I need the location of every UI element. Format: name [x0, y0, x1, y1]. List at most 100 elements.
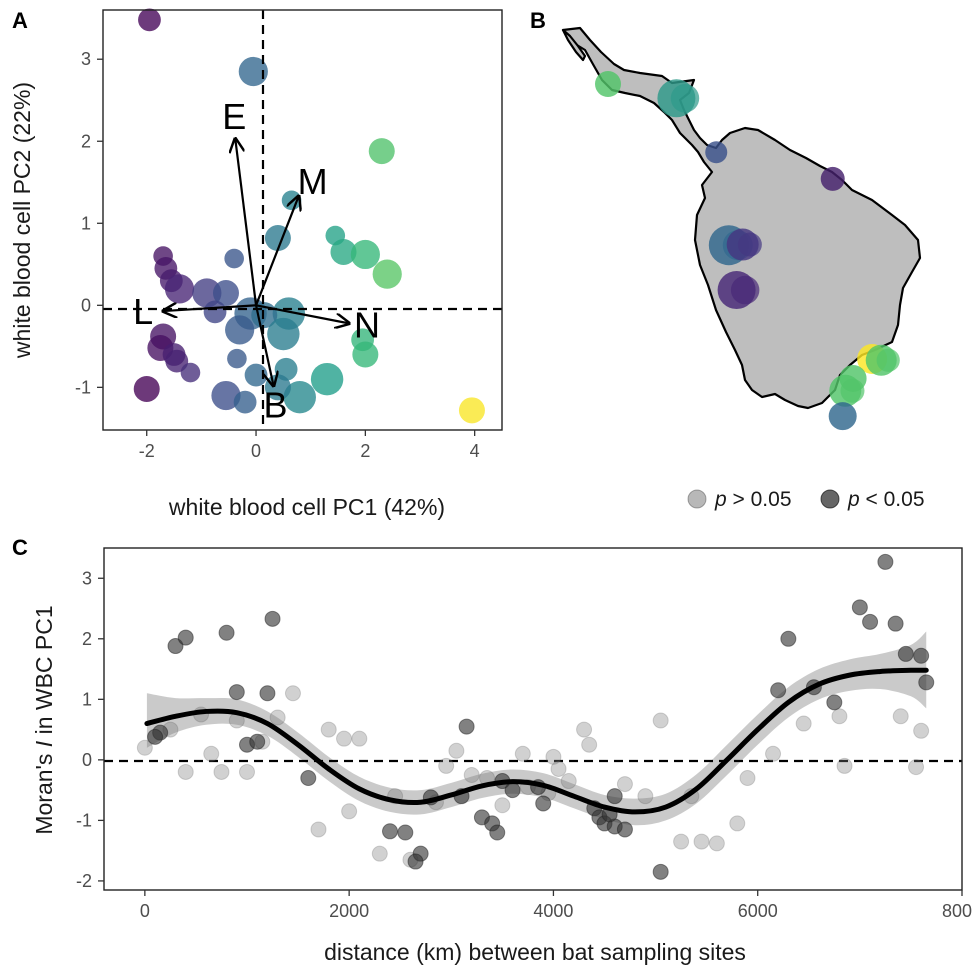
moran-point-sig — [826, 694, 843, 711]
moran-point-sig — [913, 647, 930, 664]
moran-point-ns — [652, 712, 669, 729]
panel-a-y-ticks: -1 0 1 2 3 — [75, 49, 103, 397]
loading-label: L — [133, 291, 153, 332]
pca-point — [164, 274, 195, 304]
legend-ns-label: p > 0.05 — [714, 488, 792, 511]
moran-point-ns — [795, 715, 812, 732]
moran-point-sig — [397, 824, 414, 841]
moran-point-ns — [310, 821, 327, 838]
panel-c-smooth-line — [144, 667, 929, 815]
sampling-site-overlap — [876, 348, 900, 372]
tick-label: 0 — [81, 295, 91, 315]
moran-point-ns — [320, 721, 337, 738]
moran-point-ns — [494, 797, 511, 814]
moran-point-sig — [887, 615, 904, 632]
moran-point-sig — [877, 553, 894, 570]
legend-sig-swatch — [820, 489, 840, 509]
moran-point-ns — [177, 763, 194, 780]
moran-point-ns — [203, 745, 220, 762]
moran-point-ns — [831, 708, 848, 725]
moran-point-sig — [489, 824, 506, 841]
pca-point — [133, 375, 160, 402]
tick-label: 2 — [81, 131, 91, 151]
pca-point — [283, 380, 316, 414]
pca-point — [233, 390, 257, 414]
moran-point-ns — [136, 739, 153, 756]
moran-point-sig — [606, 788, 623, 805]
panel-a-y-axis-label: white blood cell PC2 (22%) — [9, 82, 35, 359]
pca-point — [310, 362, 344, 396]
panel-a-loading-arrows: E M L N B — [133, 96, 380, 426]
moran-point-ns — [336, 730, 353, 747]
moran-point-ns — [892, 708, 909, 725]
loading-arrow — [255, 304, 349, 323]
tick-label: -2 — [76, 871, 92, 891]
pca-point — [330, 238, 357, 265]
moran-point-ns — [708, 835, 725, 852]
panel-c-x-ticks: 0 2000 4000 6000 8000 — [140, 890, 972, 921]
panel-c-frame — [103, 547, 963, 891]
pca-point — [224, 248, 244, 269]
moran-point-ns — [576, 721, 593, 738]
moran-point-ns — [448, 742, 465, 759]
moran-point-ns — [673, 833, 690, 850]
tick-label: -1 — [75, 377, 91, 397]
moran-point-ns — [371, 845, 388, 862]
tick-label: 4000 — [533, 901, 573, 921]
panel-c-y-ticks: -2 -1 0 1 2 3 — [76, 568, 104, 891]
panel-a-label: A — [12, 8, 28, 33]
moran-point-sig — [780, 630, 797, 647]
moran-point-sig — [177, 629, 194, 646]
moran-point-ns — [550, 760, 567, 777]
pca-point — [368, 138, 395, 165]
moran-point-sig — [897, 645, 914, 662]
loading-arrow — [254, 305, 273, 385]
moran-point-sig — [862, 613, 879, 630]
moran-point-sig — [300, 770, 317, 787]
loading-arrow — [255, 196, 299, 306]
pca-point — [350, 239, 380, 270]
sampling-site — [828, 402, 857, 431]
sampling-site-overlap — [737, 232, 762, 257]
moran-point-ns — [739, 770, 756, 787]
loading-arrow — [235, 139, 258, 306]
sampling-site-overlap — [670, 84, 700, 113]
pca-point — [372, 259, 402, 289]
legend-sig-label: p < 0.05 — [847, 488, 925, 511]
panel-c: C 0 2000 4000 6000 8000 -2 -1 0 1 2 3 distance (k… — [12, 535, 972, 965]
moran-point-ns — [213, 763, 230, 780]
sampling-site — [705, 141, 728, 164]
moran-point-ns — [438, 757, 455, 774]
pca-point — [180, 362, 201, 383]
tick-label: 8000 — [942, 901, 972, 921]
pca-point — [165, 349, 189, 373]
tick-label: 0 — [140, 901, 150, 921]
c-ylabel-part2: in WBC PC1 — [31, 605, 57, 740]
moran-point-sig — [652, 863, 669, 880]
c-ylabel-italic: I — [31, 740, 57, 747]
moran-point-ns — [284, 685, 301, 702]
moran-point-sig — [770, 682, 787, 699]
pca-point — [238, 56, 268, 87]
tick-label: 2 — [82, 629, 92, 649]
panel-a-frame — [102, 9, 503, 431]
panel-b-sites — [595, 71, 900, 431]
moran-point-sig — [407, 853, 424, 870]
pca-point — [211, 380, 241, 411]
pca-point — [138, 8, 161, 32]
moran-point-sig — [228, 684, 245, 701]
loading-label: E — [222, 96, 246, 137]
moran-point-ns — [729, 815, 746, 832]
pca-point — [352, 341, 379, 368]
legend-item-ns: p > 0.05 — [687, 488, 792, 511]
c-ylabel-part1: Moran's — [31, 747, 57, 834]
moran-point-ns — [616, 776, 633, 793]
tick-label: 3 — [82, 568, 92, 588]
tick-label: 3 — [81, 49, 91, 69]
moran-point-ns — [836, 757, 853, 774]
moran-point-ns — [908, 759, 925, 776]
sampling-site-overlap — [840, 378, 865, 403]
loading-label: B — [264, 385, 288, 426]
panel-c-x-axis-label: distance (km) between bat sampling sites — [324, 939, 746, 965]
moran-point-sig — [249, 733, 266, 750]
